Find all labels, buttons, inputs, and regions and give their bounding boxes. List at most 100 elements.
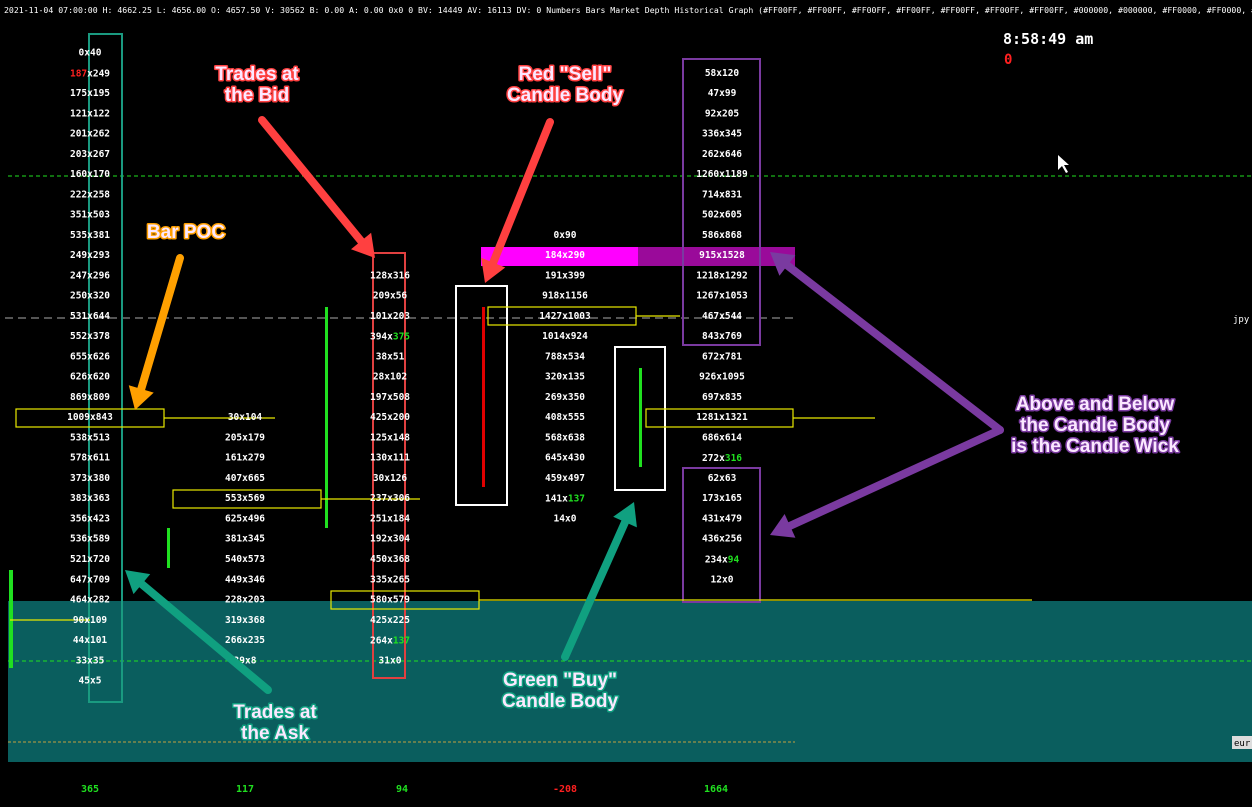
cell-value: 464x282 [70,595,110,606]
cell-value: 1281x1321 [696,412,748,423]
cell-value: 175x195 [70,88,110,99]
arrow-head [481,257,506,283]
cell-value: 1427x1003 [539,311,591,322]
arrow-head [128,385,154,410]
arrow-head [770,252,796,276]
cell-part: 394x [370,331,393,342]
cell-value: 383x363 [70,493,110,504]
cell-value: 373x380 [70,473,110,484]
cell-part: 94 [728,554,740,565]
cell-value: 1009x843 [67,412,113,423]
cell-value: 161x279 [225,453,265,464]
arrow-shaft [489,118,554,267]
cell-value: 335x265 [370,574,410,585]
bar-total: -208 [553,784,577,795]
cell-value: 160x170 [70,169,110,180]
cell-part: x249 [87,68,110,79]
annotation: the Bid [225,85,289,106]
cell-value: 531x644 [70,311,110,322]
cell-value: 449x346 [225,574,265,585]
cell-part: 187 [70,68,87,79]
cell-value: 0x40 [79,48,102,59]
cell-value: 272x316 [702,453,742,464]
cell-value: 319x368 [225,615,265,626]
cell-value: 28x102 [373,372,407,383]
volume-bar [325,307,328,528]
cell-value: 101x203 [370,311,410,322]
cell-value: 1014x924 [542,331,588,342]
cell-value: 580x579 [370,595,410,606]
cell-part: 272x [702,453,725,464]
cell-value: 44x101 [73,635,108,646]
cell-value: 234x94 [705,554,740,565]
arrow [125,570,272,694]
cell-value: 184x290 [545,250,585,261]
annotation: Above and Below [1016,394,1175,415]
cell-value: 536x589 [70,534,110,545]
cell-value: 47x99 [708,88,737,99]
cell-value: 141x137 [545,493,585,504]
arrow-head [613,502,637,528]
cell-value: 714x831 [702,189,742,200]
bid-box [372,252,406,679]
cell-value: 408x555 [545,412,585,423]
cell-value: 320x135 [545,372,585,383]
cell-value: 222x258 [70,189,110,200]
cell-part: 141x [545,493,568,504]
cell-value: 191x399 [545,270,585,281]
cell-value: 915x1528 [699,250,745,261]
cell-value: 686x614 [702,432,742,443]
annotation: Red "Sell" [519,64,612,85]
cell-value: 33x35 [76,655,105,666]
cell-value: 431x479 [702,513,742,524]
cell-value: 14x0 [554,513,577,524]
arrow-shaft [137,254,184,393]
cell-value: 128x316 [370,270,410,281]
cell-value: 918x1156 [542,291,588,302]
annotation: Green "Buy" [503,670,617,691]
clock: 8:58:49 am [1003,30,1093,48]
cell-value: 425x200 [370,412,410,423]
cell-value: 869x809 [70,392,110,403]
cell-value: 568x638 [545,432,585,443]
poc-marks [10,306,1032,621]
cell-value: 264x137 [370,635,410,646]
cell-value: 697x835 [702,392,742,403]
arrow [770,426,1004,538]
cell-value: 0x90 [554,230,577,241]
arrow-head [770,514,796,538]
cell-value: 62x63 [708,473,737,484]
status-line: 2021-11-04 07:00:00 H: 4662.25 L: 4656.0… [4,5,1252,15]
wick-box [682,58,761,346]
cell-value: 201x262 [70,129,110,140]
candle-box [455,285,508,506]
cell-value: 394x375 [370,331,410,342]
volume-bars [9,307,642,668]
candle-body [639,368,642,467]
cell-value: 502x605 [702,210,742,221]
cell-part: 375 [393,331,410,342]
cell-value: 197x508 [370,392,410,403]
annotation: Trades at [215,64,299,85]
cell-part: 234x [705,554,728,565]
counter: 0 [1004,52,1012,68]
cell-value: 31x0 [379,655,402,666]
cell-value: 552x378 [70,331,110,342]
cell-value: 90x109 [73,615,108,626]
cell-value: 30x104 [228,412,263,423]
cell-value: 187x249 [70,68,110,79]
cell-value: 336x345 [702,129,742,140]
annotation: Candle Body [502,691,619,712]
cell-value: 237x306 [370,493,410,504]
arrow [128,254,184,410]
arrow-shaft [786,426,1004,530]
arrow [561,502,637,661]
cell-value: 251x184 [370,513,410,524]
boxes [88,33,761,703]
cell-value: 249x293 [70,250,110,261]
cell-value: 351x503 [70,210,110,221]
cell-value: 578x611 [70,453,110,464]
cell-value: 356x423 [70,513,110,524]
cell-value: 655x626 [70,351,110,362]
annotation: Trades at [233,702,317,723]
